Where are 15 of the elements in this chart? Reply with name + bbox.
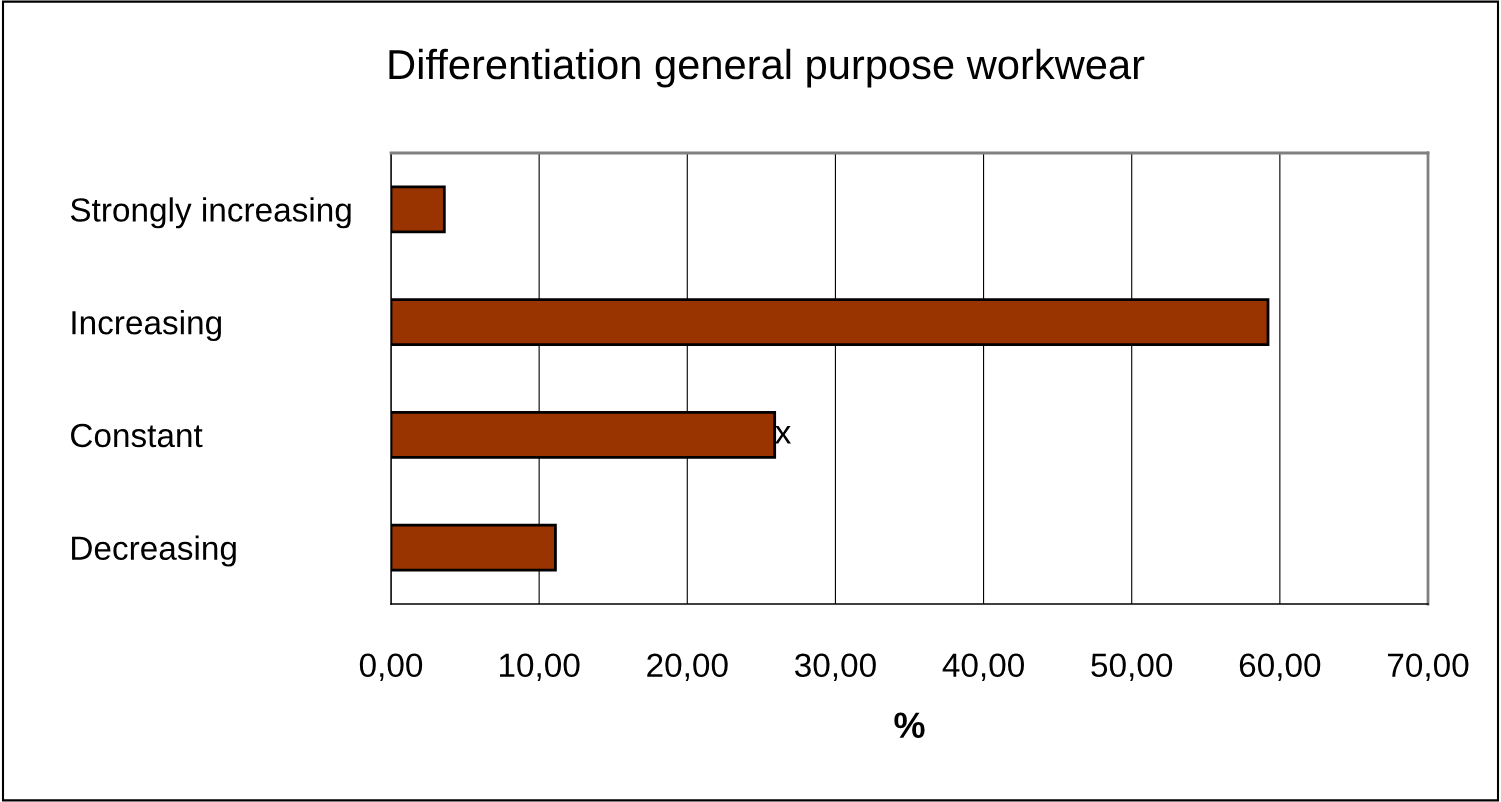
x-tick-label: 20,00 [647,653,728,682]
x-tick-label: 30,00 [795,653,876,682]
y-tick-label: Increasing [72,310,221,342]
x-axis-title: % [894,712,925,738]
x-tick-label: 10,00 [499,653,580,682]
x-tick-label: 50,00 [1091,653,1173,682]
x-tick-label: 60,00 [1239,653,1321,682]
x-tick-label: 70,00 [1388,653,1469,682]
x-tick-label: 0,00 [359,653,423,682]
y-tick-label: Decreasing [72,535,236,567]
annotation: x [775,425,791,444]
x-tick-label: 40,00 [942,653,1024,682]
y-tick-label: Strongly increasing [70,197,351,229]
y-tick-label: Constant [71,423,203,448]
chart-title: Differentiation general purpose workwear [389,48,1145,88]
